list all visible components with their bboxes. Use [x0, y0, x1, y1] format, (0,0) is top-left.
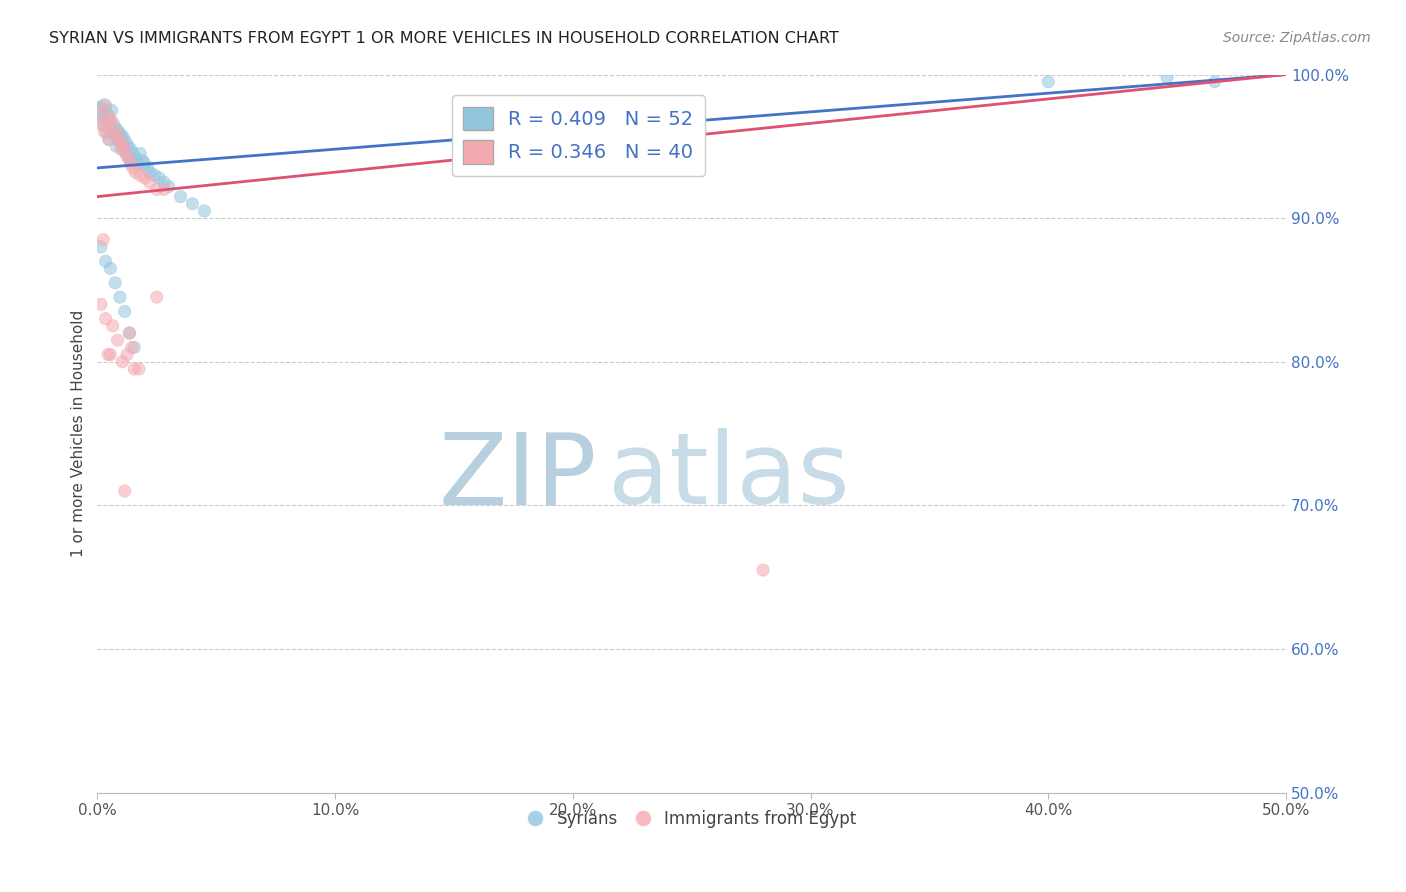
- Point: [112, 130, 135, 145]
- Point: [91, 118, 114, 132]
- Point: [100, 125, 122, 139]
- Point: [100, 113, 122, 128]
- Point: [120, 153, 142, 168]
- Legend: Syrians, Immigrants from Egypt: Syrians, Immigrants from Egypt: [520, 804, 863, 835]
- Point: [134, 170, 156, 185]
- Point: [124, 151, 146, 165]
- Point: [138, 165, 160, 179]
- Point: [98, 132, 121, 146]
- Point: [112, 142, 135, 156]
- Point: [110, 142, 132, 156]
- Text: SYRIAN VS IMMIGRANTS FROM EGYPT 1 OR MORE VEHICLES IN HOUSEHOLD CORRELATION CHAR: SYRIAN VS IMMIGRANTS FROM EGYPT 1 OR MOR…: [49, 31, 839, 46]
- Point: [100, 348, 122, 362]
- Point: [101, 318, 124, 333]
- Text: Source: ZipAtlas.com: Source: ZipAtlas.com: [1223, 31, 1371, 45]
- Point: [134, 156, 156, 170]
- Point: [104, 276, 127, 290]
- Point: [90, 297, 112, 311]
- Point: [138, 175, 160, 189]
- Point: [1156, 70, 1178, 85]
- Point: [111, 355, 134, 369]
- Point: [110, 128, 132, 142]
- Point: [112, 139, 135, 153]
- Point: [94, 254, 117, 268]
- Point: [100, 261, 122, 276]
- Point: [96, 118, 118, 132]
- Point: [127, 156, 149, 170]
- Point: [193, 204, 215, 219]
- Point: [122, 146, 145, 161]
- Point: [146, 182, 169, 196]
- Point: [107, 125, 129, 139]
- Point: [89, 108, 111, 122]
- Point: [115, 348, 138, 362]
- Point: [107, 333, 129, 347]
- Point: [1204, 75, 1226, 89]
- Point: [93, 99, 115, 113]
- Point: [89, 103, 111, 118]
- Point: [93, 118, 115, 132]
- Point: [93, 99, 115, 113]
- Point: [153, 175, 176, 189]
- Point: [117, 139, 139, 153]
- Point: [122, 161, 145, 175]
- Point: [91, 111, 114, 125]
- Point: [108, 290, 131, 304]
- Point: [153, 182, 176, 196]
- Point: [91, 233, 114, 247]
- Point: [117, 151, 139, 165]
- Point: [118, 326, 141, 340]
- Point: [110, 136, 132, 151]
- Point: [129, 168, 152, 182]
- Point: [117, 151, 139, 165]
- Point: [129, 146, 152, 161]
- Point: [128, 362, 150, 376]
- Point: [105, 122, 128, 136]
- Point: [120, 142, 142, 156]
- Point: [143, 168, 166, 182]
- Point: [122, 340, 145, 354]
- Point: [107, 132, 129, 146]
- Point: [115, 146, 138, 161]
- Point: [752, 563, 775, 577]
- Point: [94, 311, 117, 326]
- Point: [103, 122, 125, 136]
- Point: [146, 290, 169, 304]
- Point: [96, 108, 118, 122]
- Point: [98, 113, 121, 128]
- Point: [121, 340, 143, 354]
- Point: [115, 135, 138, 149]
- Point: [103, 128, 125, 142]
- Point: [120, 156, 142, 170]
- Point: [148, 170, 170, 185]
- Point: [110, 136, 132, 151]
- Point: [114, 483, 136, 498]
- Point: [169, 189, 191, 203]
- Point: [131, 153, 153, 168]
- Point: [98, 111, 121, 125]
- Point: [96, 125, 118, 139]
- Y-axis label: 1 or more Vehicles in Household: 1 or more Vehicles in Household: [72, 310, 86, 558]
- Point: [114, 304, 136, 318]
- Point: [124, 165, 146, 179]
- Point: [115, 146, 138, 161]
- Point: [122, 362, 145, 376]
- Point: [103, 118, 125, 132]
- Point: [157, 179, 180, 194]
- Point: [136, 161, 159, 175]
- Point: [90, 240, 112, 254]
- Point: [107, 134, 129, 148]
- Point: [100, 103, 122, 118]
- Point: [105, 128, 128, 142]
- Point: [118, 326, 141, 340]
- Point: [1038, 75, 1060, 89]
- Point: [105, 139, 128, 153]
- Point: [181, 196, 204, 211]
- Point: [98, 132, 121, 146]
- Text: ZIP: ZIP: [439, 428, 596, 525]
- Text: atlas: atlas: [609, 428, 851, 525]
- Point: [93, 125, 115, 139]
- Point: [97, 348, 120, 362]
